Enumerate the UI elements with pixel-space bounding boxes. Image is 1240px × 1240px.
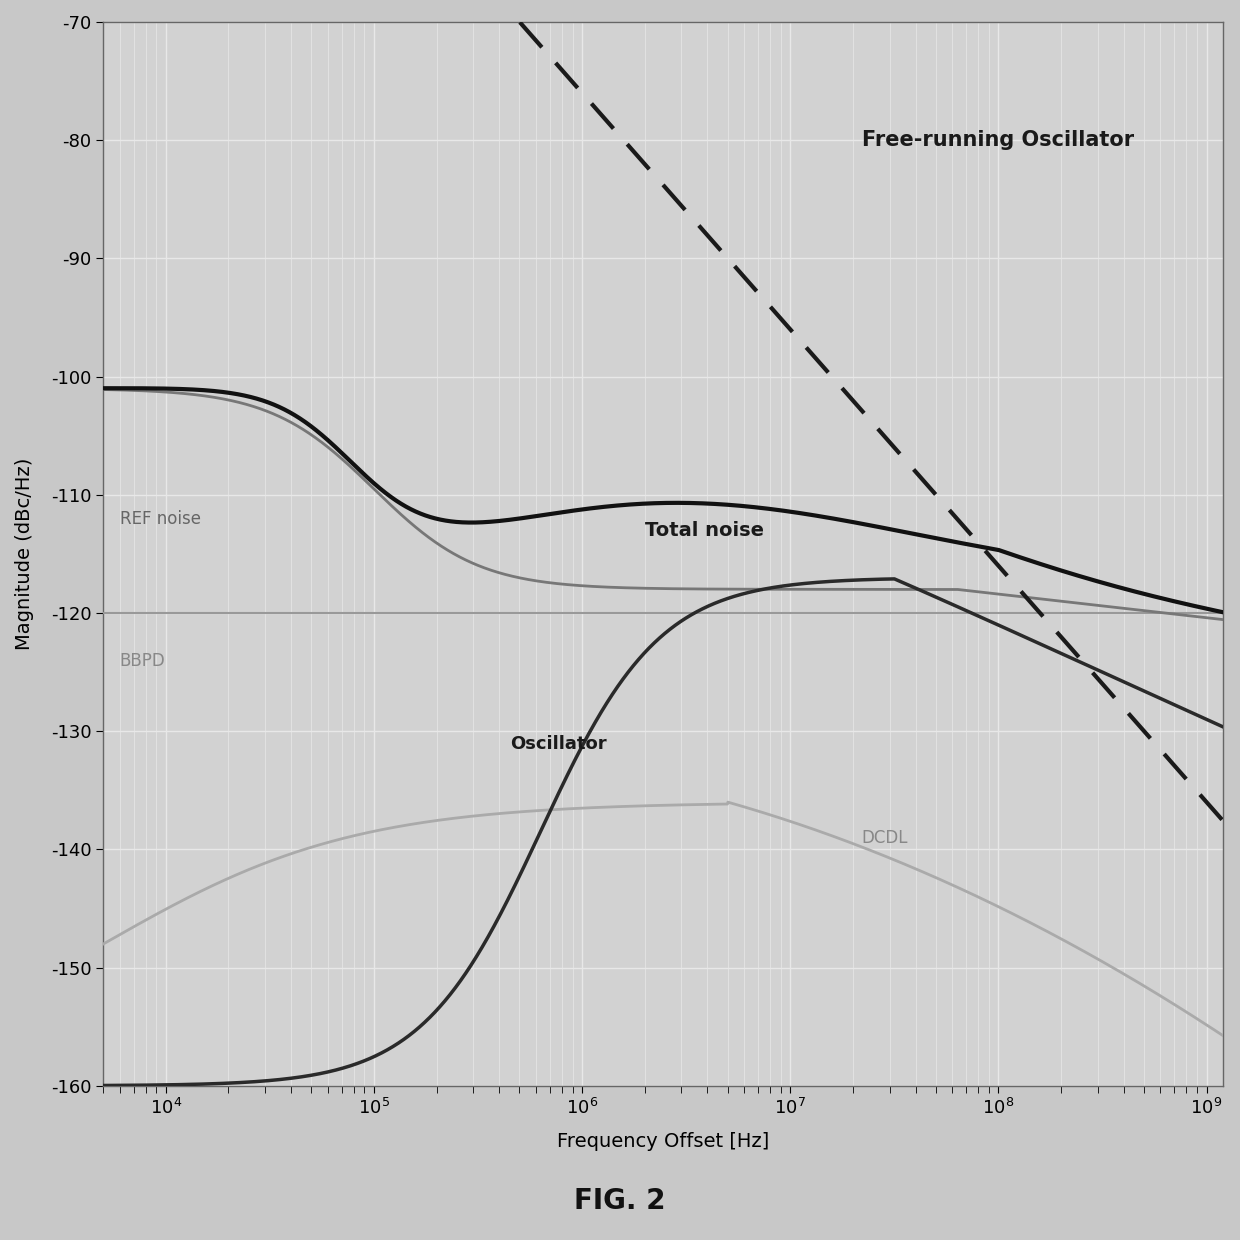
Text: Total noise: Total noise <box>645 521 764 541</box>
X-axis label: Frequency Offset [Hz]: Frequency Offset [Hz] <box>557 1132 769 1151</box>
Text: Oscillator: Oscillator <box>510 735 606 753</box>
Text: FIG. 2: FIG. 2 <box>574 1187 666 1215</box>
Text: BBPD: BBPD <box>119 652 165 670</box>
Text: DCDL: DCDL <box>862 830 908 847</box>
Text: REF noise: REF noise <box>119 511 201 528</box>
Y-axis label: Magnitude (dBc/Hz): Magnitude (dBc/Hz) <box>15 458 33 650</box>
Text: Free-running Oscillator: Free-running Oscillator <box>862 130 1133 150</box>
